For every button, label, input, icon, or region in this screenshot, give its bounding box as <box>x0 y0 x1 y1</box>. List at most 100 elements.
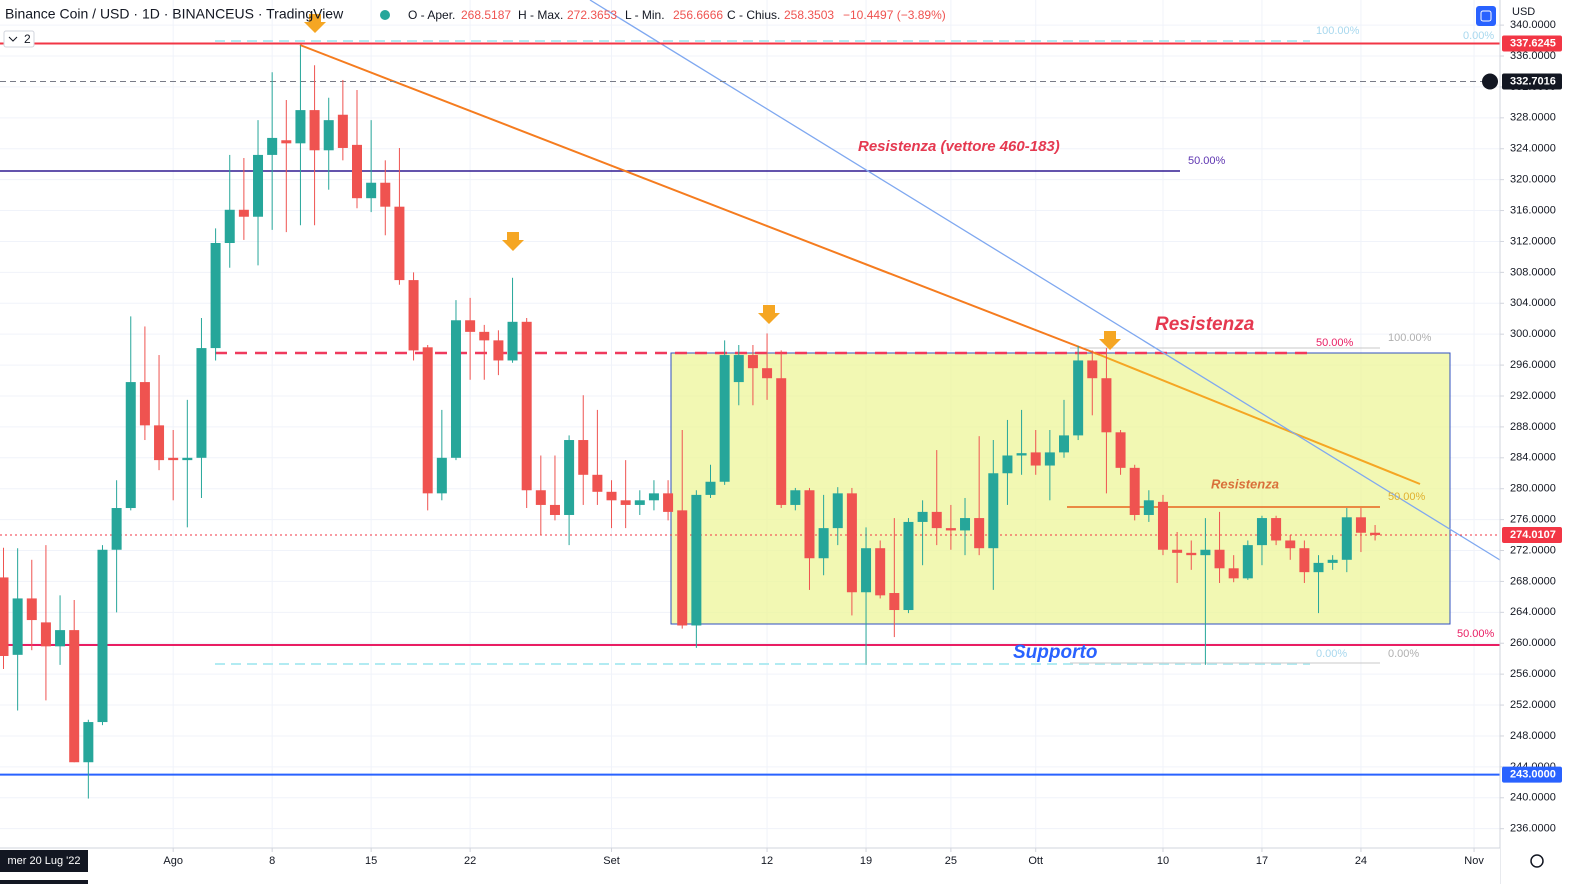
candle-body <box>337 114 348 148</box>
candle-body <box>549 504 560 515</box>
x-tick-label: 17 <box>1256 855 1268 867</box>
candle-body <box>182 457 193 461</box>
ohlc-change: −10.4497 (−3.89%) <box>843 8 946 22</box>
arrow <box>304 14 326 33</box>
candle-body <box>422 347 433 494</box>
candle-body <box>465 320 476 332</box>
symbol-title: Binance Coin / USD · 1D · BINANCEUS · Tr… <box>5 6 344 22</box>
price-level-label: 332.7016 <box>1510 75 1556 87</box>
candle-body <box>1073 360 1084 436</box>
candle-body <box>366 182 377 199</box>
candle-body <box>55 630 66 647</box>
y-tick-label: 300.0000 <box>1510 328 1556 340</box>
y-tick-label: 328.0000 <box>1510 112 1556 124</box>
annotation: Resistenza <box>1211 476 1279 491</box>
candle-body <box>154 425 165 461</box>
x-tick-label: Ott <box>1028 855 1043 867</box>
header: Binance Coin / USD · 1D · BINANCEUS · Tr… <box>0 6 1544 884</box>
y-tick-label: 336.0000 <box>1510 50 1556 62</box>
candle-body <box>719 355 730 482</box>
candle-body <box>974 518 985 549</box>
candle-body <box>903 521 914 611</box>
candle-body <box>592 474 603 492</box>
candle-body <box>917 511 928 522</box>
settings-icon[interactable] <box>1530 854 1544 868</box>
candle-body <box>691 494 702 626</box>
annotation: Resistenza <box>1155 314 1255 335</box>
candle-body <box>1214 549 1225 569</box>
arrow <box>1099 331 1121 350</box>
time-axis <box>0 848 1500 884</box>
annotations: Resistenza (vettore 460-183) 50.00% 100.00… <box>858 25 1495 663</box>
annotation: 50.00% <box>1316 337 1354 349</box>
y-tick-label: 256.0000 <box>1510 668 1556 680</box>
candle-body <box>1157 501 1168 550</box>
price-levels <box>0 42 1500 776</box>
candle-body <box>281 140 292 144</box>
range-box <box>670 352 1451 625</box>
chevron <box>8 36 18 42</box>
y-tick-label: 296.0000 <box>1510 359 1556 371</box>
annotation: 0.00% <box>1388 648 1419 660</box>
candle-body <box>83 722 94 763</box>
currency-label[interactable]: USD <box>1512 6 1535 18</box>
status-dot <box>380 10 390 20</box>
candle-body <box>507 321 518 361</box>
candle-body <box>436 457 447 494</box>
arrow <box>502 232 524 251</box>
y-tick-label: 268.0000 <box>1510 575 1556 587</box>
annotation: 50.00% <box>1457 628 1495 640</box>
candle-body <box>889 593 900 611</box>
candle-body <box>0 577 9 656</box>
crosshair-box <box>0 850 88 872</box>
candle-body <box>1059 435 1069 453</box>
drawings <box>0 0 1501 665</box>
candle-body <box>1129 467 1140 515</box>
trend-line <box>589 0 1501 561</box>
candle-body <box>253 154 264 217</box>
annotation: 50.00% <box>1188 155 1226 167</box>
icon <box>1480 10 1492 22</box>
candle-body <box>606 491 617 501</box>
y-tick-label: 304.0000 <box>1510 297 1556 309</box>
candle-body <box>1115 432 1126 468</box>
toolbar-button[interactable] <box>1476 6 1496 26</box>
indicator-toggle[interactable] <box>3 30 35 48</box>
arrow <box>758 305 780 324</box>
y-tick-label: 308.0000 <box>1510 266 1556 278</box>
ohlc-value: 258.3503 <box>784 8 834 22</box>
candle-body <box>1030 452 1041 466</box>
candle-body <box>663 493 674 512</box>
candle-body <box>267 137 278 155</box>
candle-body <box>747 355 758 369</box>
candle-body <box>648 493 659 501</box>
ohlc-value: 268.5187 <box>461 8 511 22</box>
candle-body <box>12 598 23 655</box>
candle-body <box>394 206 405 281</box>
ohlc-label: O - Aper. <box>408 8 455 22</box>
candle-body <box>818 528 829 559</box>
candle-body <box>790 490 801 505</box>
x-tick-label: 10 <box>1157 855 1169 867</box>
price-level-label: 243.0000 <box>1510 769 1556 781</box>
candle-body <box>634 500 645 505</box>
price-level-box <box>1502 766 1562 783</box>
candle-body <box>139 382 150 426</box>
price-level-box <box>1502 526 1562 543</box>
crosshair-date: mer 20 Lug '22 <box>7 855 80 867</box>
candle-body <box>861 548 872 593</box>
annotation: 0.00% <box>1316 648 1347 660</box>
trend-line <box>1099 354 1421 485</box>
annotation: 0.00% <box>1463 30 1494 42</box>
price-level-label: 274.0107 <box>1510 529 1556 541</box>
candle-body <box>1242 545 1253 579</box>
price-level-box <box>1502 35 1562 52</box>
candle-body <box>804 490 815 559</box>
y-tick-label: 292.0000 <box>1510 390 1556 402</box>
annotation: 100.00% <box>1316 25 1360 37</box>
y-tick-label: 264.0000 <box>1510 606 1556 618</box>
candle-body <box>521 321 532 491</box>
y-tick-label: 236.0000 <box>1510 823 1556 835</box>
